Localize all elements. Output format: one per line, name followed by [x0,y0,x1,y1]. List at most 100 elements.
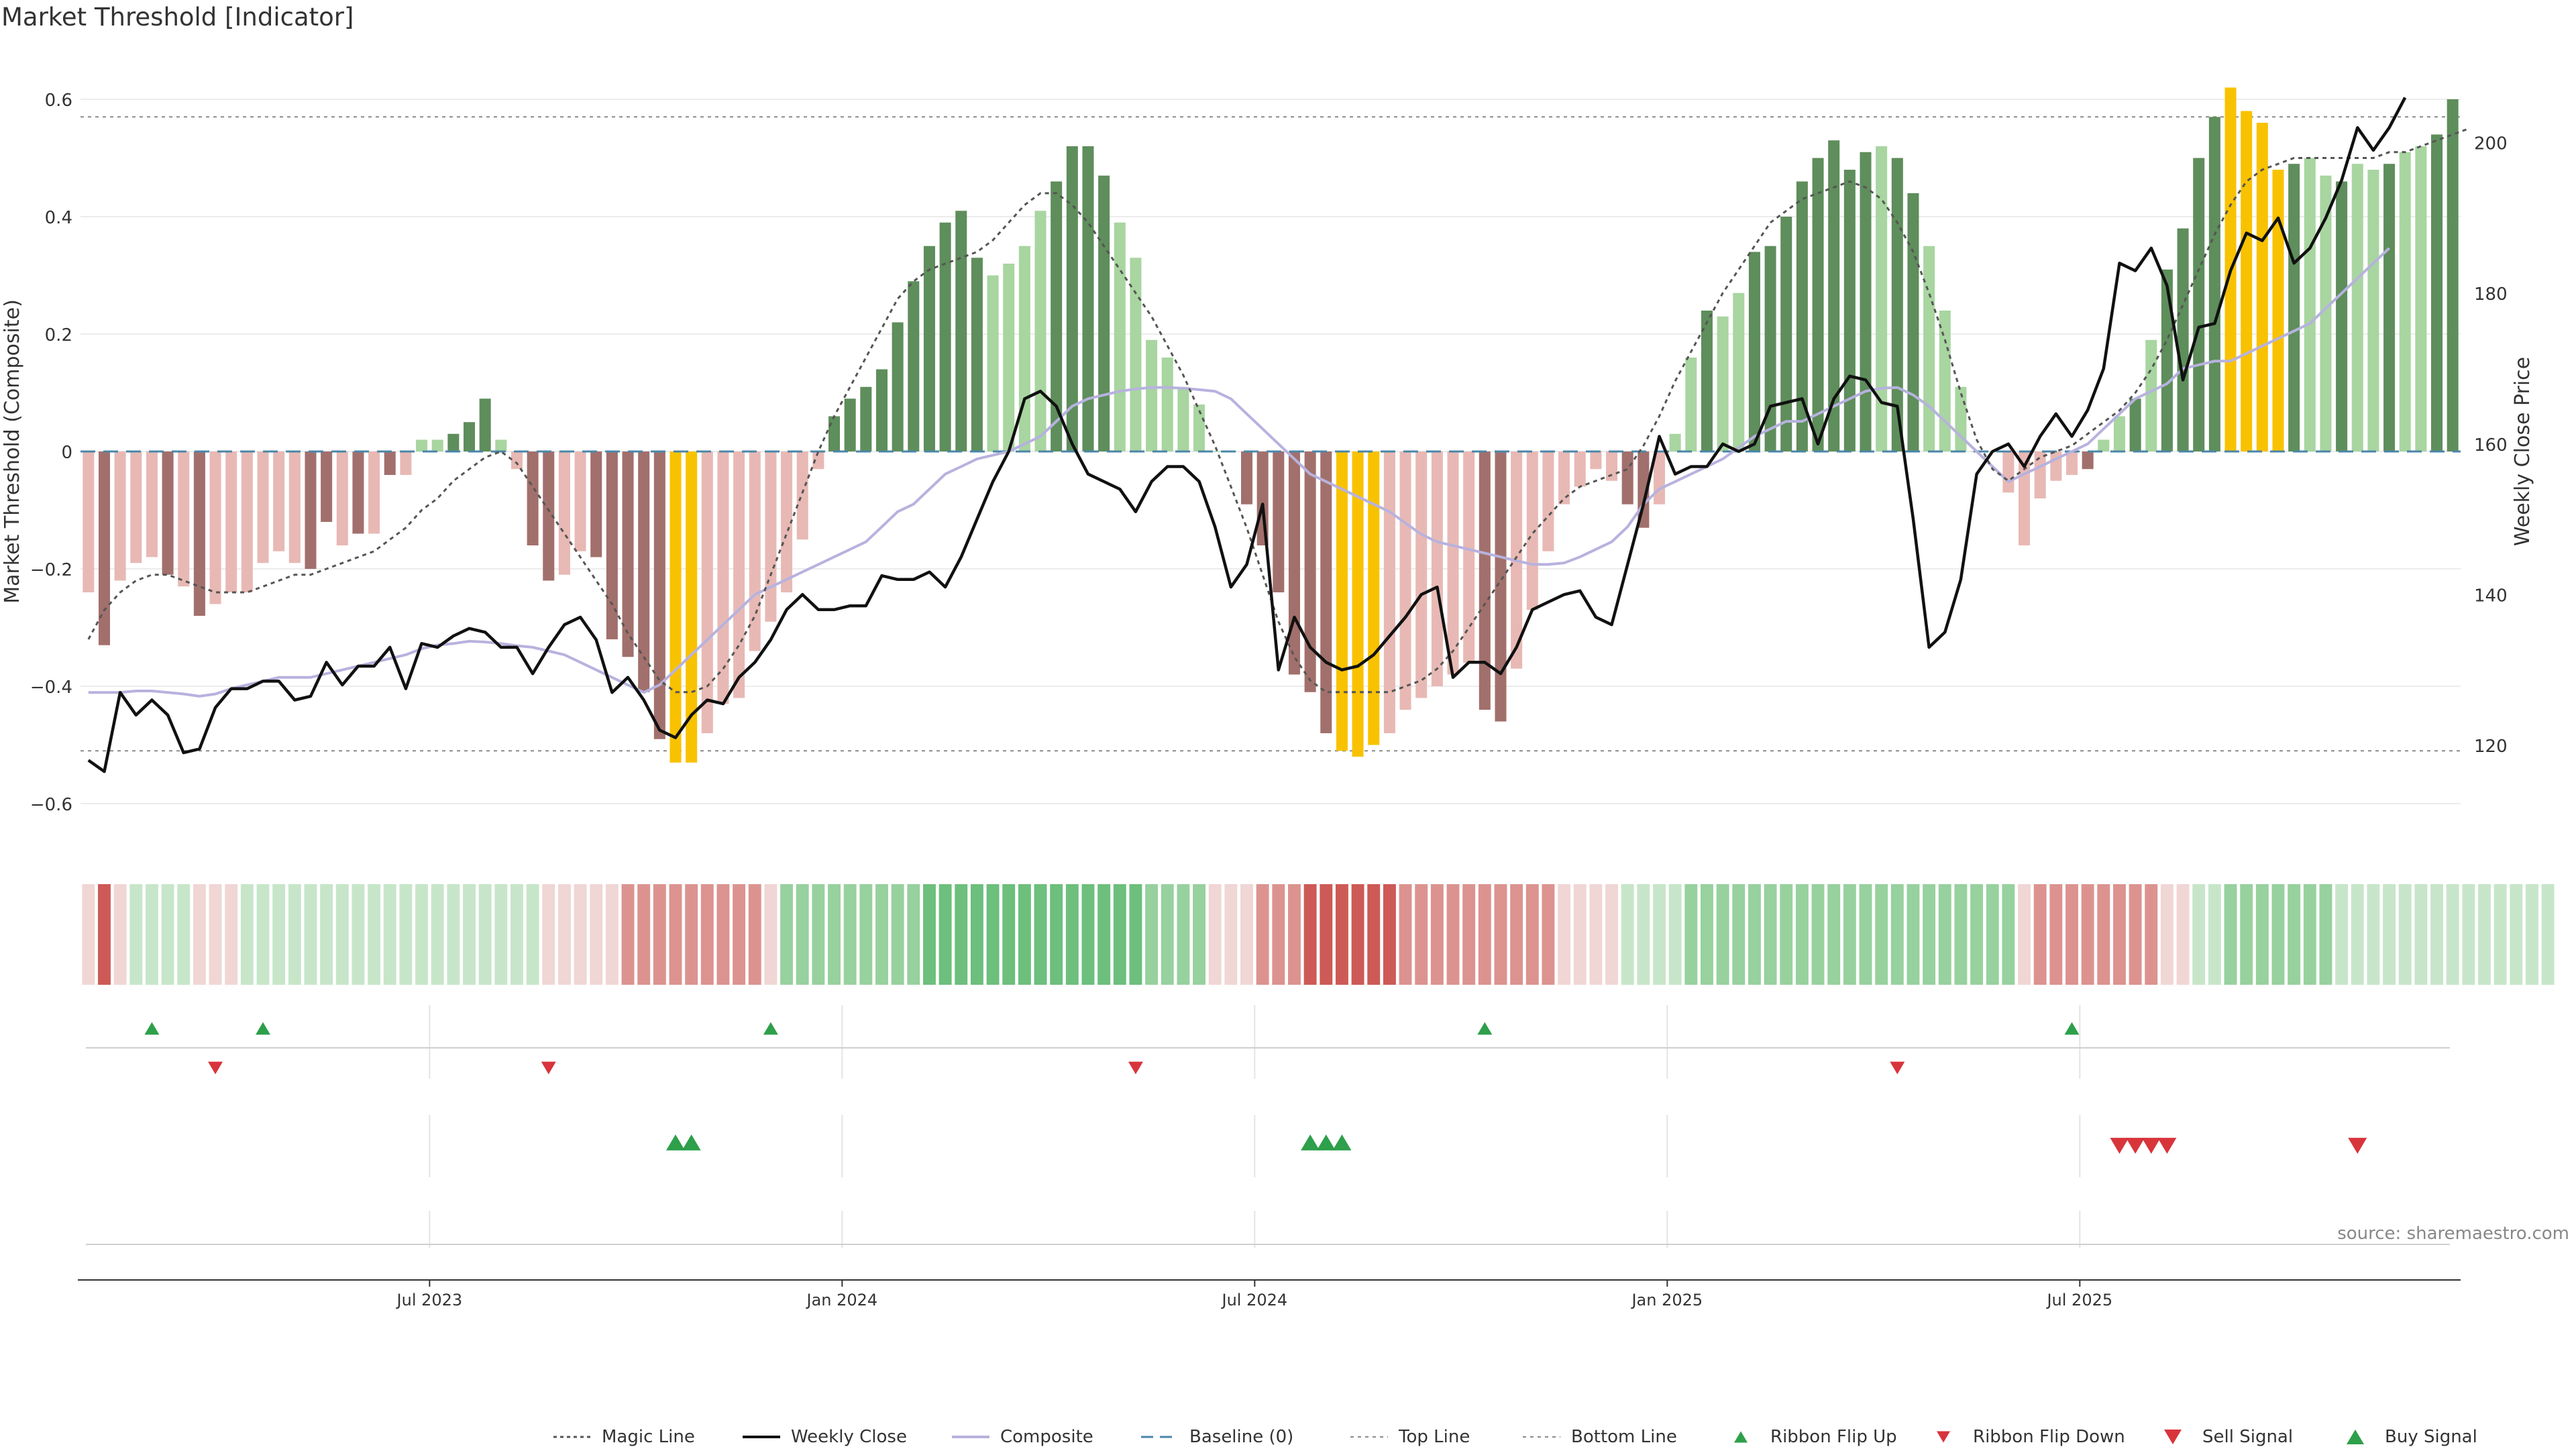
legend-label: Weekly Close [791,1427,907,1447]
composite-bar [114,451,126,581]
composite-bar [2336,181,2348,451]
ribbon-cell [1907,884,1920,985]
composite-bar [1812,158,1824,451]
composite-bar [2193,158,2205,451]
composite-bar [1018,246,1030,451]
composite-bar [1383,451,1395,733]
ribbon-cell [1986,884,1999,985]
legend-swatch-marker [1937,1431,1950,1443]
composite-bar [1685,358,1697,451]
ribbon-cell [1478,884,1491,985]
ribbon-cell [1256,884,1269,985]
composite-bar [1146,339,1158,451]
ribbon-cell [1081,884,1095,985]
composite-bar [1336,451,1348,751]
ribbon-cell [1923,884,1936,985]
ribbon-cell [2414,884,2428,985]
composite-bar [447,433,460,451]
composite-bar [241,451,253,592]
composite-bar [1733,292,1745,451]
signal-markers [144,1022,2367,1154]
ribbon-cell [2208,884,2221,985]
ribbon-cell [193,884,206,985]
composite-bar [146,451,158,557]
ribbon-cell [1018,884,1031,985]
ribbon-cell [907,884,920,985]
ribbon-cell [98,884,111,985]
composite-bar [1495,451,1507,722]
buy-signal-marker [666,1134,685,1150]
ribbon-cell [1320,884,1333,985]
ribbon-cell [1145,884,1159,985]
ribbon-cell [272,884,286,985]
ribbon-cell [431,884,444,985]
ribbon-cell [82,884,95,985]
ribbon-cell [225,884,238,985]
composite-bar [1368,451,1380,745]
ribbon-cell [494,884,508,985]
ribbon-cell [2446,884,2459,985]
legend-label: Buy Signal [2385,1427,2477,1447]
buy-signal-marker [682,1134,701,1150]
ribbon-cell [129,884,143,985]
ribbon-flip-up-marker [256,1022,271,1035]
ribbon-cell [1859,884,1872,985]
ribbon-flip-down-marker [1128,1061,1143,1075]
ribbon-cell [1335,884,1348,985]
ribbon-cell [2049,884,2063,985]
composite-bar [2320,175,2332,451]
composite-bar [1304,451,1316,692]
chart-title: Market Threshold [Indicator] [1,3,354,32]
grid-lines [80,99,2461,1248]
ribbon-cell [2224,884,2237,985]
composite-bar [368,451,380,534]
legend-item: Top Line [1350,1427,1470,1447]
ribbon-cell [716,884,730,985]
ribbon-cell [2160,884,2174,985]
legend-item: Composite [952,1427,1093,1447]
ribbon-cell [796,884,809,985]
ribbon-cell [2541,884,2555,985]
composite-bar [669,451,682,763]
composite-bar [1066,146,1078,451]
x-axis: Jul 2023 Jan 2024 Jul 2024 Jan 2025 Jul 2025 [78,1279,2461,1309]
composite-bar [1764,246,1776,451]
ribbon-cell [1034,884,1047,985]
ribbon-cell [463,884,476,985]
composite-bar [2447,99,2459,451]
composite-bar [1415,451,1428,698]
composite-bar [1923,246,1935,451]
ribbon-cell [574,884,587,985]
composite-bar [321,451,333,522]
legend-item: Ribbon Flip Down [1937,1427,2125,1447]
composite-bar [923,246,935,451]
composite-bar [1939,311,1951,451]
composite-bar [1669,433,1681,451]
composite-bar [1780,217,1792,451]
ribbon-cell [1954,884,1968,985]
ribbon-cell [2430,884,2443,985]
ribbon-cell [1875,884,1888,985]
ribbon-flip-up-marker [2064,1022,2080,1035]
legend-label: Composite [1000,1427,1093,1447]
ribbon-cell [209,884,222,985]
composite-bar [2431,134,2443,451]
ribbon-cell [970,884,983,985]
ribbon-cell [526,884,539,985]
ribbon-cell [2335,884,2349,985]
ribbon-cell [637,884,651,985]
composite-bar [511,451,523,470]
ribbon-cell [1193,884,1206,985]
ribbon-cell [447,884,460,985]
ribbon-cell [1208,884,1222,985]
composite-bar [2113,416,2125,451]
legend-item: Buy Signal [2347,1427,2477,1447]
composite-bar [1891,158,1903,451]
source-note: source: sharemaestro.com [2337,1224,2569,1244]
composite-bar [416,439,428,451]
ribbon-cell [1415,884,1428,985]
right-axis-title: Weekly Close Price [2511,357,2534,546]
composite-bar [352,451,364,534]
ribbon-cell [1065,884,1079,985]
composite-bar [1717,316,1729,451]
